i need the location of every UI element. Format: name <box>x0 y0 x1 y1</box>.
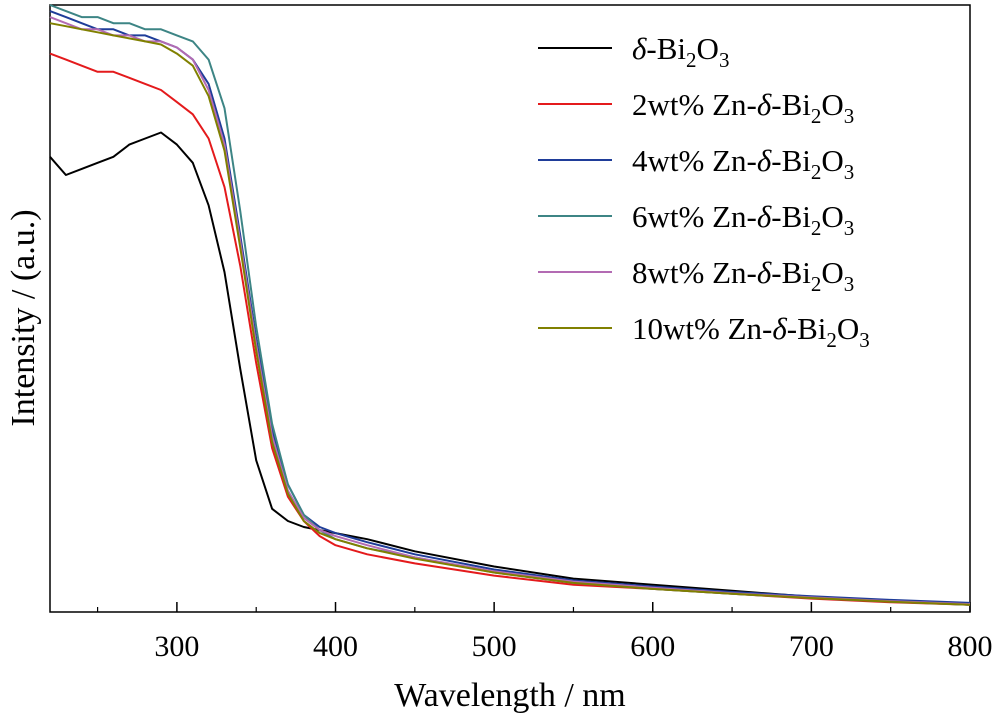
legend-item: 8wt% Zn-δ-Bi2O3 <box>538 255 854 296</box>
legend-item: 4wt% Zn-δ-Bi2O3 <box>538 143 854 184</box>
series-line-5 <box>49 22 971 606</box>
series-layer <box>49 4 971 606</box>
x-tick-label: 700 <box>789 630 834 663</box>
legend-label: 2wt% Zn-δ-Bi2O3 <box>632 87 854 128</box>
legend-item: 6wt% Zn-δ-Bi2O3 <box>538 199 854 240</box>
x-tick-label: 800 <box>948 630 993 663</box>
series-line-4 <box>49 16 971 606</box>
legend-label: 8wt% Zn-δ-Bi2O3 <box>632 255 854 296</box>
legend-item: 2wt% Zn-δ-Bi2O3 <box>538 87 854 128</box>
x-axis-ticks: 300 400 500 600 700 800 <box>96 602 993 663</box>
y-axis-title: Intensity / (a.u.) <box>5 209 42 426</box>
series-line-0 <box>49 131 971 606</box>
x-tick-label: 500 <box>472 630 517 663</box>
x-tick-label: 600 <box>630 630 675 663</box>
series-line-2 <box>49 10 971 604</box>
legend-item: 10wt% Zn-δ-Bi2O3 <box>538 311 870 352</box>
legend-label: 10wt% Zn-δ-Bi2O3 <box>632 311 870 352</box>
x-tick-label: 400 <box>313 630 358 663</box>
x-tick-label: 300 <box>154 630 199 663</box>
plot-frame <box>49 4 971 613</box>
x-axis-title: Wavelength / nm <box>394 677 625 714</box>
legend-label: 4wt% Zn-δ-Bi2O3 <box>632 143 854 184</box>
legend: δ-Bi2O3 2wt% Zn-δ-Bi2O3 4wt% Zn-δ-Bi2O3 6wt… <box>538 31 870 352</box>
legend-label: 6wt% Zn-δ-Bi2O3 <box>632 199 854 240</box>
legend-label: δ-Bi2O3 <box>632 31 729 72</box>
legend-item: δ-Bi2O3 <box>538 31 729 72</box>
